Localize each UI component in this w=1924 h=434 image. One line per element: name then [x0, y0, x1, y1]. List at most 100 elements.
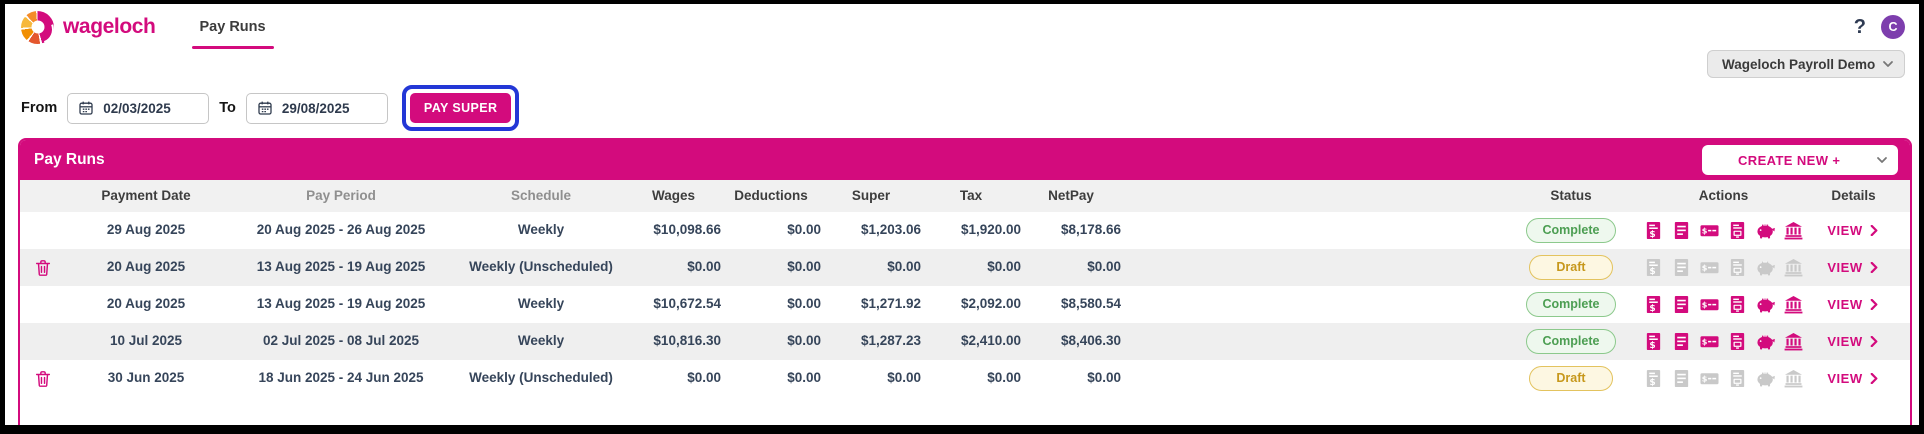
view-button[interactable]: VIEW	[1827, 260, 1879, 276]
report-icon[interactable]	[1672, 332, 1691, 351]
chevron-right-icon	[1870, 373, 1878, 384]
pay-period-cell: 13 Aug 2025 - 19 Aug 2025	[256, 259, 426, 275]
svg-text:$: $	[1649, 378, 1655, 388]
delete-icon[interactable]	[34, 258, 52, 278]
payslip-icon[interactable]	[1728, 221, 1747, 240]
payslip-icon[interactable]	[1728, 295, 1747, 314]
table-row: 10 Jul 2025 02 Jul 2025 - 08 Jul 2025 We…	[20, 323, 1910, 360]
from-label: From	[21, 100, 58, 116]
svg-text:$: $	[1649, 304, 1655, 314]
column-super: Super	[851, 187, 891, 203]
column-pay-period: Pay Period	[306, 187, 376, 203]
report-icon	[1672, 258, 1691, 277]
status-badge: Draft	[1529, 366, 1613, 391]
piggy-bank-icon	[1756, 258, 1775, 277]
payment-date-cell: 10 Jul 2025	[109, 333, 183, 349]
tab-pay-runs[interactable]: Pay Runs	[191, 4, 274, 50]
netpay-cell: $0.00	[1087, 370, 1121, 386]
chevron-right-icon	[1870, 262, 1878, 273]
table-row: 30 Jun 2025 18 Jun 2025 - 24 Jun 2025 We…	[20, 360, 1910, 397]
cheque-icon: $	[1700, 369, 1719, 388]
bank-icon[interactable]	[1784, 332, 1803, 351]
actions-cell: $ $	[1636, 295, 1811, 314]
create-new-button[interactable]: CREATE NEW +	[1702, 145, 1898, 175]
super-cell: $1,271.92	[860, 296, 921, 312]
actions-cell: $ $	[1636, 221, 1811, 240]
calendar-icon	[79, 101, 93, 115]
piggy-bank-icon[interactable]	[1756, 295, 1775, 314]
chevron-down-icon	[1877, 157, 1887, 163]
tax-cell: $0.00	[987, 370, 1021, 386]
column-actions: Actions	[1698, 187, 1749, 203]
top-nav: wageloch Pay Runs ? C	[5, 4, 1919, 50]
table-row: 20 Aug 2025 13 Aug 2025 - 19 Aug 2025 We…	[20, 249, 1910, 286]
pay-runs-panel: Pay Runs CREATE NEW + Payment Date Pay P…	[18, 138, 1912, 425]
schedule-cell: Weekly	[517, 296, 565, 312]
pay-period-cell: 13 Aug 2025 - 19 Aug 2025	[256, 296, 426, 312]
company-row: Wageloch Payroll Demo	[5, 50, 1919, 80]
piggy-bank-icon[interactable]	[1756, 221, 1775, 240]
payslip-icon	[1728, 369, 1747, 388]
super-cell: $0.00	[887, 370, 921, 386]
actions-cell: $ $	[1636, 369, 1811, 388]
actions-cell: $ $	[1636, 332, 1811, 351]
view-button[interactable]: VIEW	[1827, 371, 1879, 387]
bank-icon	[1784, 258, 1803, 277]
schedule-cell: Weekly	[517, 222, 565, 238]
netpay-cell: $8,406.30	[1060, 333, 1121, 349]
invoice-icon[interactable]: $	[1644, 332, 1663, 351]
payslip-icon	[1728, 258, 1747, 277]
delete-icon[interactable]	[34, 369, 52, 389]
wages-cell: $10,672.54	[653, 296, 721, 312]
from-date-input[interactable]	[103, 100, 204, 116]
deductions-cell: $0.00	[787, 370, 821, 386]
to-label: To	[219, 100, 236, 116]
filters-bar: From To PAY SUPER	[5, 85, 1919, 131]
view-button[interactable]: VIEW	[1827, 334, 1879, 350]
column-tax: Tax	[959, 187, 983, 203]
help-icon[interactable]: ?	[1853, 15, 1866, 38]
status-badge: Complete	[1525, 329, 1617, 354]
table-header-row: Payment Date Pay Period Schedule Wages D…	[20, 180, 1910, 212]
pay-period-cell: 20 Aug 2025 - 26 Aug 2025	[256, 222, 426, 238]
to-date-field[interactable]	[245, 92, 388, 124]
company-select[interactable]: Wageloch Payroll Demo	[1707, 50, 1905, 78]
cheque-icon[interactable]: $	[1700, 295, 1719, 314]
view-button[interactable]: VIEW	[1827, 223, 1879, 239]
svg-text:$: $	[1702, 375, 1708, 384]
annotation-highlight-box: PAY SUPER	[401, 85, 520, 131]
schedule-cell: Weekly (Unscheduled)	[469, 259, 613, 275]
report-icon[interactable]	[1672, 221, 1691, 240]
invoice-icon[interactable]: $	[1644, 221, 1663, 240]
svg-text:$: $	[1702, 227, 1708, 236]
column-netpay: NetPay	[1048, 187, 1094, 203]
user-avatar[interactable]: C	[1881, 15, 1905, 39]
report-icon[interactable]	[1672, 295, 1691, 314]
pay-super-button[interactable]: PAY SUPER	[409, 93, 512, 123]
nav-right: ? C	[1854, 15, 1905, 39]
wages-cell: $0.00	[687, 259, 721, 275]
from-date-field[interactable]	[67, 92, 210, 124]
column-wages: Wages	[651, 187, 695, 203]
wages-cell: $10,098.66	[653, 222, 721, 238]
super-cell: $1,287.23	[860, 333, 921, 349]
payslip-icon[interactable]	[1728, 332, 1747, 351]
wageloch-logo-icon	[21, 10, 54, 44]
piggy-bank-icon[interactable]	[1756, 332, 1775, 351]
bank-icon[interactable]	[1784, 221, 1803, 240]
invoice-icon[interactable]: $	[1644, 295, 1663, 314]
payment-date-cell: 30 Jun 2025	[107, 370, 185, 386]
super-cell: $1,203.06	[860, 222, 921, 238]
to-date-input[interactable]	[281, 100, 382, 116]
svg-text:$: $	[1649, 267, 1655, 277]
bank-icon[interactable]	[1784, 295, 1803, 314]
tax-cell: $0.00	[987, 259, 1021, 275]
invoice-icon: $	[1644, 369, 1663, 388]
super-cell: $0.00	[887, 259, 921, 275]
panel-title: Pay Runs	[34, 151, 105, 168]
cheque-icon[interactable]: $	[1700, 221, 1719, 240]
cheque-icon[interactable]: $	[1700, 332, 1719, 351]
view-button[interactable]: VIEW	[1827, 297, 1879, 313]
chevron-right-icon	[1870, 336, 1878, 347]
